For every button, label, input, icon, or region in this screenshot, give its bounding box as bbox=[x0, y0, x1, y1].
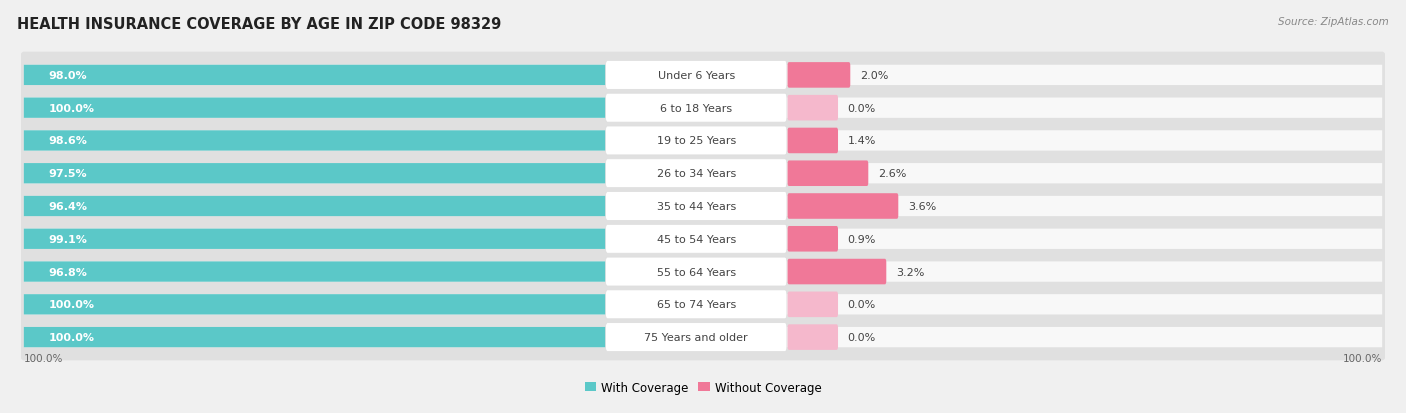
FancyBboxPatch shape bbox=[20, 216, 1386, 262]
FancyBboxPatch shape bbox=[20, 118, 1386, 164]
FancyBboxPatch shape bbox=[787, 96, 838, 121]
Text: 100.0%: 100.0% bbox=[1343, 354, 1382, 363]
FancyBboxPatch shape bbox=[606, 192, 787, 221]
FancyBboxPatch shape bbox=[606, 258, 787, 286]
Text: 19 to 25 Years: 19 to 25 Years bbox=[657, 136, 735, 146]
Text: 0.0%: 0.0% bbox=[848, 299, 876, 310]
Text: 96.4%: 96.4% bbox=[48, 202, 87, 211]
FancyBboxPatch shape bbox=[787, 259, 886, 285]
Text: 0.0%: 0.0% bbox=[848, 103, 876, 114]
Text: 3.2%: 3.2% bbox=[896, 267, 924, 277]
FancyBboxPatch shape bbox=[24, 294, 1382, 315]
FancyBboxPatch shape bbox=[20, 183, 1386, 230]
FancyBboxPatch shape bbox=[24, 262, 1382, 282]
Text: 100.0%: 100.0% bbox=[48, 332, 94, 342]
FancyBboxPatch shape bbox=[20, 52, 1386, 99]
FancyBboxPatch shape bbox=[24, 66, 1382, 86]
FancyBboxPatch shape bbox=[20, 314, 1386, 361]
Text: 75 Years and older: 75 Years and older bbox=[644, 332, 748, 342]
FancyBboxPatch shape bbox=[24, 131, 676, 151]
FancyBboxPatch shape bbox=[787, 226, 838, 252]
Text: 100.0%: 100.0% bbox=[24, 354, 63, 363]
FancyBboxPatch shape bbox=[606, 62, 787, 90]
FancyBboxPatch shape bbox=[606, 290, 787, 319]
Text: 35 to 44 Years: 35 to 44 Years bbox=[657, 202, 735, 211]
FancyBboxPatch shape bbox=[24, 229, 1382, 249]
Text: 99.1%: 99.1% bbox=[48, 234, 87, 244]
Text: 100.0%: 100.0% bbox=[48, 103, 94, 114]
FancyBboxPatch shape bbox=[787, 161, 869, 187]
Text: 97.5%: 97.5% bbox=[48, 169, 87, 179]
Text: Source: ZipAtlas.com: Source: ZipAtlas.com bbox=[1278, 17, 1389, 26]
FancyBboxPatch shape bbox=[24, 164, 669, 184]
FancyBboxPatch shape bbox=[24, 98, 685, 119]
FancyBboxPatch shape bbox=[24, 131, 1382, 151]
FancyBboxPatch shape bbox=[606, 323, 787, 352]
Text: 65 to 74 Years: 65 to 74 Years bbox=[657, 299, 735, 310]
Text: 1.4%: 1.4% bbox=[848, 136, 876, 146]
Text: 0.0%: 0.0% bbox=[848, 332, 876, 342]
Text: 26 to 34 Years: 26 to 34 Years bbox=[657, 169, 735, 179]
Text: HEALTH INSURANCE COVERAGE BY AGE IN ZIP CODE 98329: HEALTH INSURANCE COVERAGE BY AGE IN ZIP … bbox=[17, 17, 501, 31]
FancyBboxPatch shape bbox=[20, 249, 1386, 295]
FancyBboxPatch shape bbox=[24, 229, 679, 249]
Text: 100.0%: 100.0% bbox=[48, 299, 94, 310]
Text: 55 to 64 Years: 55 to 64 Years bbox=[657, 267, 735, 277]
Legend: With Coverage, Without Coverage: With Coverage, Without Coverage bbox=[579, 376, 827, 399]
FancyBboxPatch shape bbox=[20, 85, 1386, 132]
Text: 3.6%: 3.6% bbox=[908, 202, 936, 211]
FancyBboxPatch shape bbox=[24, 327, 685, 347]
FancyBboxPatch shape bbox=[24, 66, 672, 86]
FancyBboxPatch shape bbox=[24, 196, 1382, 217]
FancyBboxPatch shape bbox=[24, 98, 1382, 119]
Text: 0.9%: 0.9% bbox=[848, 234, 876, 244]
FancyBboxPatch shape bbox=[24, 164, 1382, 184]
FancyBboxPatch shape bbox=[20, 281, 1386, 328]
FancyBboxPatch shape bbox=[787, 325, 838, 350]
FancyBboxPatch shape bbox=[787, 292, 838, 317]
Text: 45 to 54 Years: 45 to 54 Years bbox=[657, 234, 735, 244]
FancyBboxPatch shape bbox=[606, 127, 787, 156]
Text: 2.0%: 2.0% bbox=[860, 71, 889, 81]
FancyBboxPatch shape bbox=[606, 94, 787, 123]
FancyBboxPatch shape bbox=[20, 151, 1386, 197]
Text: 2.6%: 2.6% bbox=[877, 169, 907, 179]
FancyBboxPatch shape bbox=[787, 128, 838, 154]
FancyBboxPatch shape bbox=[24, 262, 664, 282]
FancyBboxPatch shape bbox=[24, 196, 661, 217]
FancyBboxPatch shape bbox=[606, 225, 787, 254]
FancyBboxPatch shape bbox=[24, 327, 1382, 347]
Text: 98.0%: 98.0% bbox=[48, 71, 87, 81]
Text: Under 6 Years: Under 6 Years bbox=[658, 71, 735, 81]
FancyBboxPatch shape bbox=[787, 194, 898, 219]
Text: 6 to 18 Years: 6 to 18 Years bbox=[661, 103, 733, 114]
FancyBboxPatch shape bbox=[787, 63, 851, 88]
FancyBboxPatch shape bbox=[24, 294, 685, 315]
Text: 98.6%: 98.6% bbox=[48, 136, 87, 146]
FancyBboxPatch shape bbox=[606, 159, 787, 188]
Text: 96.8%: 96.8% bbox=[48, 267, 87, 277]
